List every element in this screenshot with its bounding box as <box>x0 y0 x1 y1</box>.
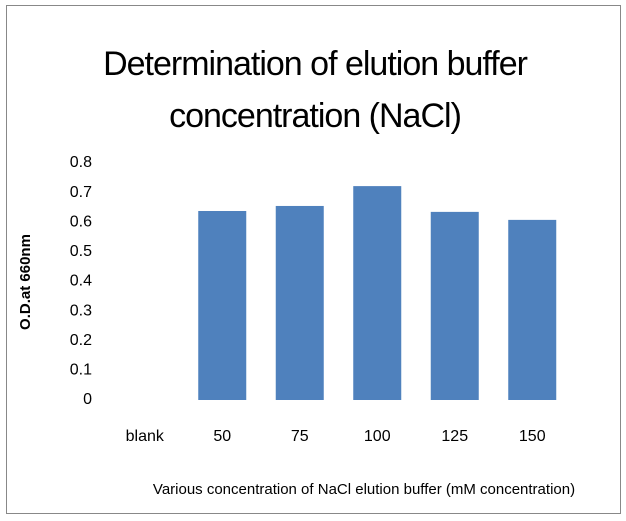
bar <box>430 211 479 400</box>
x-tick-label: 100 <box>364 428 391 445</box>
bar <box>198 210 247 400</box>
x-tick-label: 125 <box>441 428 468 445</box>
y-tick-label: 0.6 <box>70 213 92 230</box>
y-tick-label: 0.7 <box>70 184 92 201</box>
x-tick-label: blank <box>126 428 165 445</box>
y-tick-label: 0.3 <box>70 302 92 319</box>
bar <box>275 205 324 400</box>
y-tick-label: 0.5 <box>70 243 92 260</box>
bar <box>508 219 557 400</box>
y-tick-label: 0.1 <box>70 362 92 379</box>
y-tick-label: 0.2 <box>70 332 92 349</box>
x-axis-title: Various concentration of NaCl elution bu… <box>153 481 575 498</box>
y-axis-title: O.D.at 660nm <box>17 234 34 330</box>
x-tick-label: 50 <box>213 428 231 445</box>
y-tick-label: 0 <box>83 391 92 408</box>
bar <box>353 186 402 400</box>
x-tick-label: 150 <box>519 428 546 445</box>
x-tick-label: 75 <box>291 428 309 445</box>
chart-title: Determination of elution buffer concentr… <box>103 45 528 135</box>
y-tick-label: 0.8 <box>70 154 92 171</box>
y-tick-label: 0.4 <box>70 273 92 290</box>
